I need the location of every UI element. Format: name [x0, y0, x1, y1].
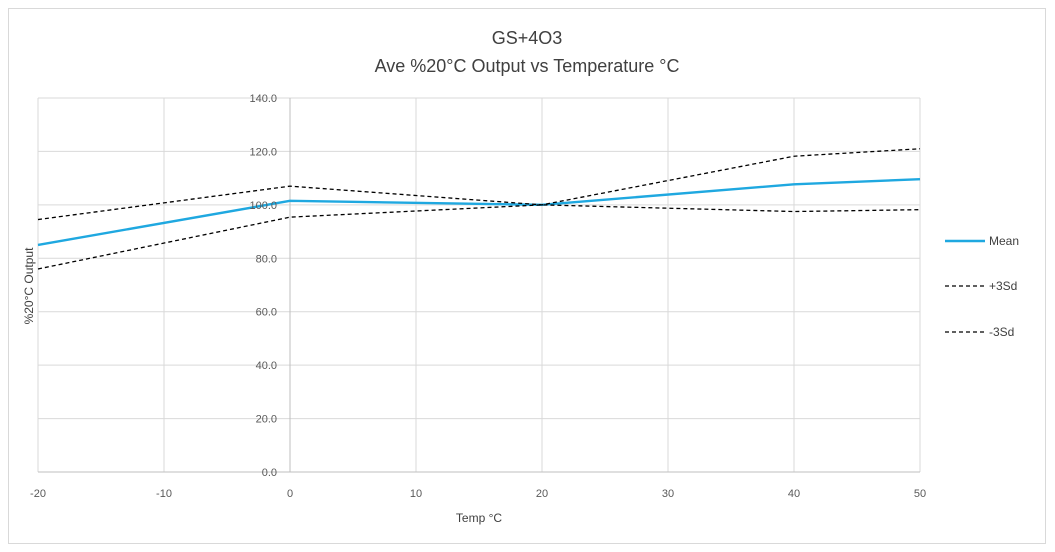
series-line--3sd — [37, 204, 921, 270]
x-tick-label: 10 — [410, 488, 422, 500]
x-tick-label: 40 — [788, 488, 800, 500]
y-tick-label: 140.0 — [249, 93, 277, 105]
y-tick-labels: 0.0 20.0 40.0 60.0 80.0 100.0 120.0 140.0 — [249, 93, 277, 479]
chart-subtitle: Ave %20°C Output vs Temperature °C — [375, 56, 680, 76]
x-tick-label: 30 — [662, 488, 674, 500]
x-tick-label: 0 — [287, 488, 293, 500]
gridlines — [37, 97, 921, 473]
x-axis-title: Temp °C — [456, 511, 502, 525]
series-lines — [37, 148, 921, 270]
y-tick-label: 20.0 — [256, 414, 277, 426]
x-tick-label: -10 — [156, 488, 172, 500]
x-tick-label: 20 — [536, 488, 548, 500]
axes — [38, 98, 920, 473]
chart-title: GS+4O3 — [492, 28, 563, 48]
x-tick-label: 50 — [914, 488, 926, 500]
y-tick-label: 40.0 — [256, 360, 277, 372]
series-line-mean — [37, 178, 921, 247]
legend-label: +3Sd — [989, 279, 1017, 293]
y-tick-label: 60.0 — [256, 307, 277, 319]
legend: Mean +3Sd -3Sd — [945, 234, 1019, 339]
y-axis-title: %20°C Output — [22, 247, 36, 325]
y-tick-label: 80.0 — [256, 253, 277, 265]
legend-label: -3Sd — [989, 325, 1014, 339]
x-tick-label: -20 — [30, 488, 46, 500]
x-tick-labels: -20 -10 0 10 20 30 40 50 — [30, 488, 926, 500]
series-line--3sd — [37, 148, 921, 221]
y-tick-label: 0.0 — [262, 467, 277, 479]
y-tick-label: 120.0 — [249, 146, 277, 158]
y-tick-label: 100.0 — [249, 200, 277, 212]
legend-label: Mean — [989, 234, 1019, 248]
chart-frame — [8, 8, 1046, 544]
